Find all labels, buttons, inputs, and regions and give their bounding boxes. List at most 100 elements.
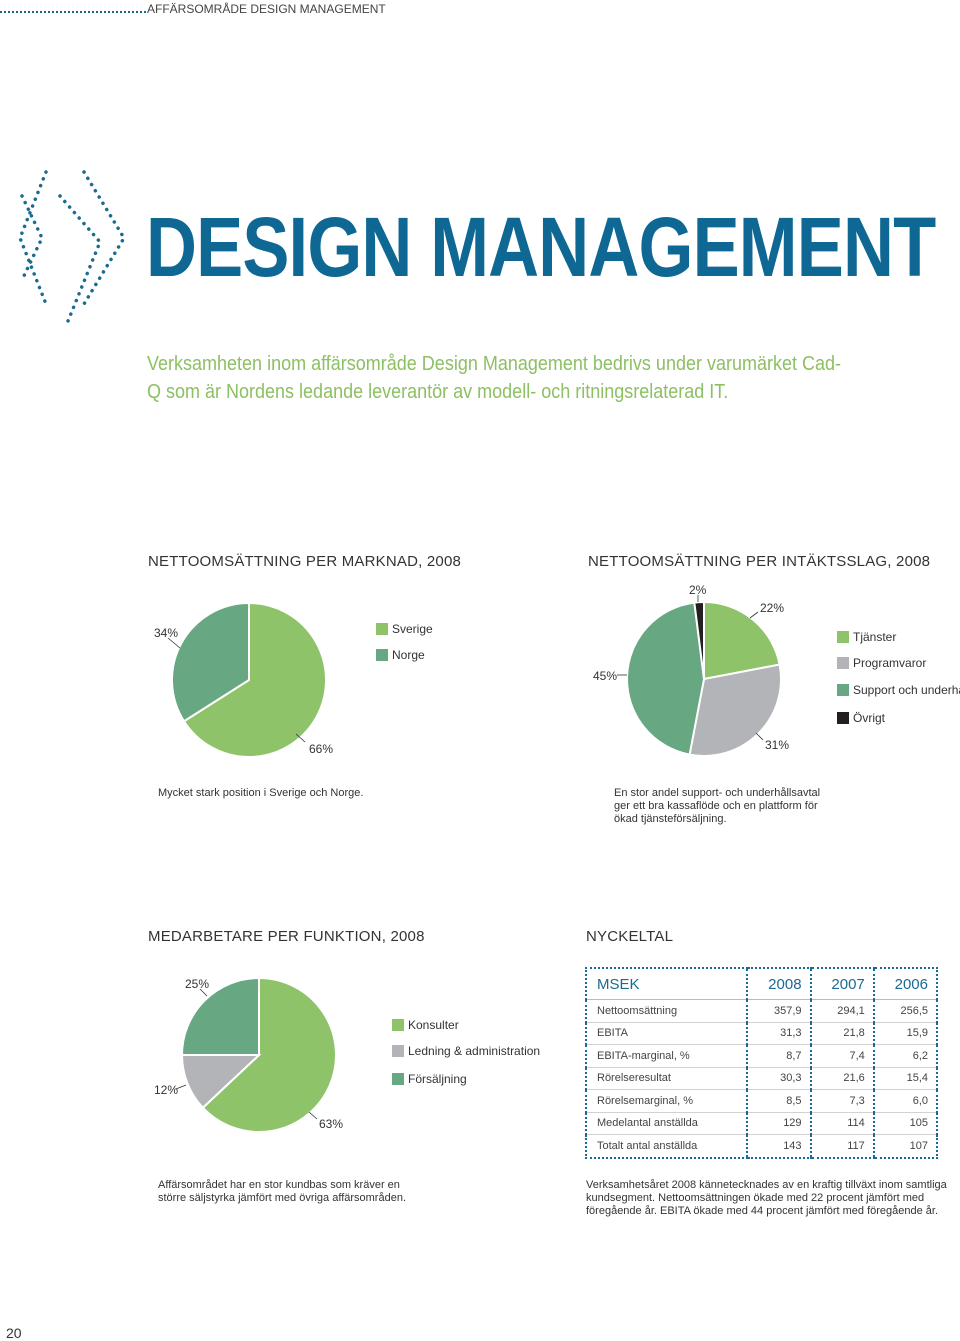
table-row: Rörelseresultat 30,3 21,6 15,4 xyxy=(584,1067,939,1090)
table-cell: 143 xyxy=(746,1134,811,1159)
table-row: Nettoomsättning 357,9 294,1 256,5 xyxy=(584,999,939,1023)
table-cell: 31,3 xyxy=(746,1022,811,1045)
legend-item-sverige: Sverige xyxy=(376,622,433,636)
leader-konsulter xyxy=(308,1111,318,1120)
pie-label-ledning: 12% xyxy=(154,1083,179,1097)
legend-swatch xyxy=(837,657,849,669)
table-header-cell: MSEK xyxy=(584,967,748,1000)
legend-swatch xyxy=(376,623,388,635)
table-cell: 107 xyxy=(872,1134,939,1159)
leader-tjanster xyxy=(749,611,759,619)
legend-label: Konsulter xyxy=(408,1018,459,1032)
page-title: DESIGN MANAGEMENT xyxy=(146,200,936,294)
pie-slice-norge xyxy=(171,601,250,723)
page-number: 20 xyxy=(6,1325,22,1341)
table-row: Rörelsemarginal, % 8,5 7,3 6,0 xyxy=(584,1089,939,1113)
pie-slice-konsulter xyxy=(201,976,337,1133)
pie-label-forsaljning: 25% xyxy=(185,977,210,991)
legend-swatch xyxy=(392,1019,404,1031)
legend-label: Programvaror xyxy=(853,656,927,670)
table-cell: 294,1 xyxy=(809,999,874,1023)
legend-item-norge: Norge xyxy=(376,648,425,662)
chart-title-revenue-type: NETTOOMSÄTTNING PER INTÄKTSSLAG, 2008 xyxy=(588,553,931,570)
table-cell: Medelantal anställda xyxy=(584,1112,748,1135)
table-cell: 8,5 xyxy=(746,1089,811,1113)
keyfigures-title: NYCKELTAL xyxy=(586,928,674,945)
pie-label-programvaror: 31% xyxy=(765,738,790,752)
legend-label: Support och underhåll xyxy=(853,683,960,697)
leader-programvaror xyxy=(755,732,764,741)
legend-swatch xyxy=(376,649,388,661)
pie-slice-forsaljning xyxy=(180,976,260,1056)
legend-item-programvaror: Programvaror xyxy=(837,656,926,670)
caption-revenue-type: En stor andel support- och underhållsavt… xyxy=(614,787,821,825)
table-cell: Rörelseresultat xyxy=(584,1067,748,1090)
table-row: EBITA-marginal, % 8,7 7,4 6,2 xyxy=(584,1044,939,1068)
legend-item-support: Support och underhåll xyxy=(837,683,960,697)
leader-forsaljning xyxy=(199,988,208,997)
chart-title-market: NETTOOMSÄTTNING PER MARKNAD, 2008 xyxy=(148,553,462,570)
table-cell: Totalt antal anställda xyxy=(584,1134,748,1159)
pie-slice-support xyxy=(626,601,706,756)
intro-text: Verksamheten inom affärsområde Design Ma… xyxy=(147,353,842,403)
table-cell: Nettoomsättning xyxy=(584,999,748,1023)
table-cell: 114 xyxy=(809,1112,874,1135)
pie-label-tjanster: 22% xyxy=(760,601,785,615)
pie-slice-sverige xyxy=(182,601,327,758)
caption-keyfigures: Verksamhetsåret 2008 kännetecknades av e… xyxy=(586,1179,947,1217)
chart-title-staff: MEDARBETARE PER FUNKTION, 2008 xyxy=(148,928,425,945)
leader-ledning xyxy=(175,1084,187,1090)
legend-label: Norge xyxy=(392,648,425,662)
table-row: Totalt antal anställda 143 117 107 xyxy=(584,1134,939,1159)
legend-swatch xyxy=(392,1045,404,1057)
table-cell: 21,6 xyxy=(809,1067,874,1090)
table-cell: 21,8 xyxy=(809,1022,874,1045)
legend-item-tjanster: Tjänster xyxy=(837,630,896,644)
table-cell: 105 xyxy=(872,1112,939,1135)
pie-label-support: 45% xyxy=(593,669,618,683)
pie-label-norge: 34% xyxy=(154,626,179,640)
table-cell: EBITA xyxy=(584,1022,748,1045)
table-cell: 357,9 xyxy=(746,999,811,1023)
pie-label-sverige: 66% xyxy=(309,742,334,756)
table-header-cell: 2007 xyxy=(809,967,874,1000)
pie-slice-tjanster xyxy=(703,600,781,681)
pie-label-konsulter: 63% xyxy=(319,1117,344,1131)
table-cell: 15,4 xyxy=(872,1067,939,1090)
legend-swatch xyxy=(837,712,849,724)
caption-staff: Affärsområdet har en stor kundbas som kr… xyxy=(158,1179,406,1204)
table-cell: 256,5 xyxy=(872,999,939,1023)
keyfigures-table: MSEK 2008 2007 2006 Nettoomsättning 357,9… xyxy=(584,967,939,1159)
pie-slice-ovrigt xyxy=(693,600,705,680)
table-cell: 15,9 xyxy=(872,1022,939,1045)
table-header-cell: 2006 xyxy=(872,967,939,1000)
table-header-row: MSEK 2008 2007 2006 xyxy=(584,967,939,1000)
legend-swatch xyxy=(837,684,849,696)
section-label: AFFÄRSOMRÅDE DESIGN MANAGEMENT xyxy=(147,2,386,16)
table-cell: 129 xyxy=(746,1112,811,1135)
legend-swatch xyxy=(392,1073,404,1085)
legend-swatch xyxy=(837,631,849,643)
table-cell: EBITA-marginal, % xyxy=(584,1044,748,1068)
table-cell: 6,0 xyxy=(872,1089,939,1113)
leader-norge xyxy=(167,637,181,649)
legend-item-forsaljning: Försäljning xyxy=(392,1072,467,1086)
caption-market: Mycket stark position i Sverige och Norg… xyxy=(158,787,364,799)
header-dotted-line xyxy=(0,9,146,13)
table-cell: 30,3 xyxy=(746,1067,811,1090)
pie-label-ovrigt: 2% xyxy=(689,583,707,597)
table-cell: 8,7 xyxy=(746,1044,811,1068)
table-cell: 6,2 xyxy=(872,1044,939,1068)
legend-item-ledning: Ledning & administration xyxy=(392,1044,540,1058)
table-cell: 7,3 xyxy=(809,1089,874,1113)
pie-slice-programvaror xyxy=(688,663,782,757)
table-header-cell: 2008 xyxy=(746,967,811,1000)
table-cell: 7,4 xyxy=(809,1044,874,1068)
legend-label: Ledning & administration xyxy=(408,1044,541,1058)
table-cell: Rörelsemarginal, % xyxy=(584,1089,748,1113)
table-row: EBITA 31,3 21,8 15,9 xyxy=(584,1022,939,1045)
table-row: Medelantal anställda 129 114 105 xyxy=(584,1112,939,1135)
legend-item-konsulter: Konsulter xyxy=(392,1018,459,1032)
table-cell: 117 xyxy=(809,1134,874,1159)
